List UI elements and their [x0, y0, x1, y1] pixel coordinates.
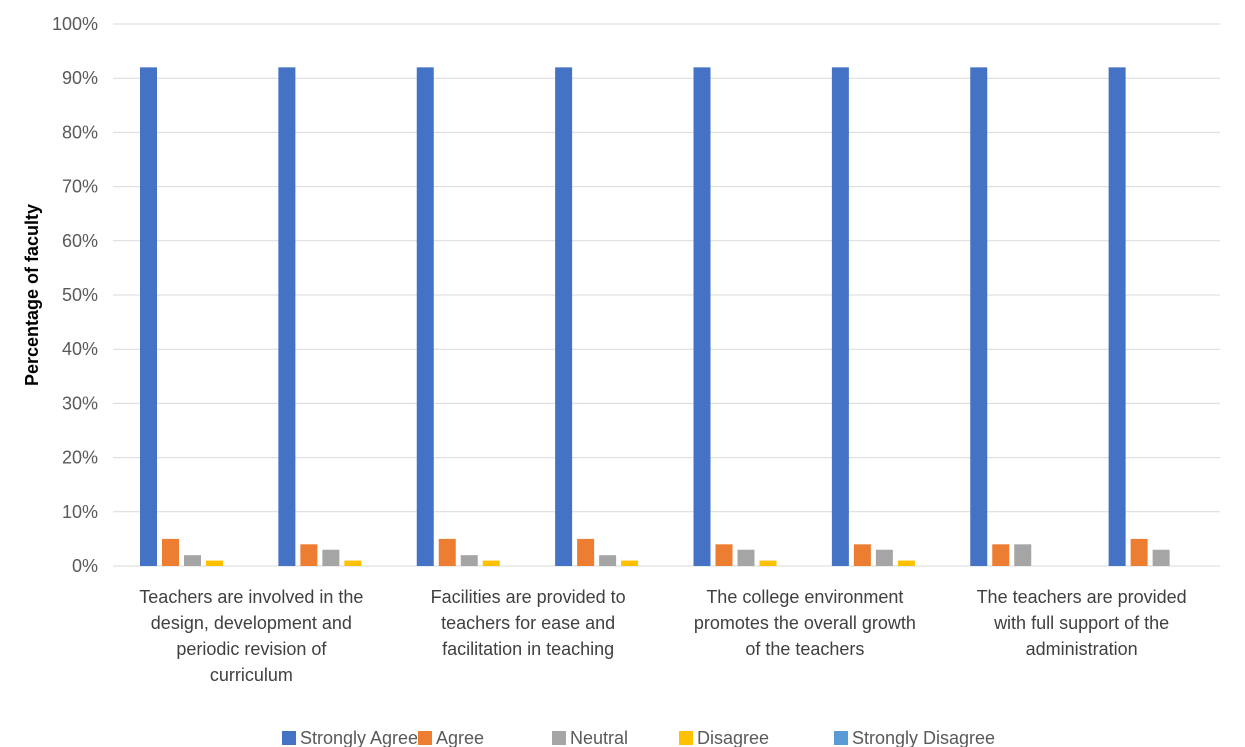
- bar-strongly-agree: [416, 67, 434, 567]
- category-label-line: facilitation in teaching: [442, 639, 614, 659]
- bar-strongly-agree: [693, 67, 711, 567]
- y-tick-label: 50%: [62, 285, 98, 305]
- bar-neutral: [875, 549, 893, 566]
- bar-strongly-agree: [278, 67, 296, 567]
- gridlines: [113, 23, 1220, 567]
- bar-agree: [992, 544, 1010, 566]
- category-label-line: of the teachers: [745, 639, 864, 659]
- y-tick-label: 60%: [62, 231, 98, 251]
- legend-label: Strongly Agree: [300, 728, 418, 747]
- bar-disagree: [206, 560, 223, 566]
- x-axis-category-labels: Teachers are involved in the design, deve…: [139, 587, 1186, 685]
- bar-agree: [853, 544, 871, 566]
- bar-disagree: [621, 560, 639, 566]
- legend-label: Agree: [436, 728, 484, 747]
- bar-strongly-agree: [970, 67, 988, 567]
- y-tick-label: 80%: [62, 122, 98, 142]
- category-label-line: The teachers are provided: [977, 587, 1187, 607]
- y-tick-label: 40%: [62, 339, 98, 359]
- legend-label: Disagree: [697, 728, 769, 747]
- legend-swatch: [552, 731, 566, 745]
- y-tick-label: 0%: [72, 556, 98, 576]
- legend-swatch: [418, 731, 432, 745]
- bar-neutral: [737, 549, 755, 566]
- bar-agree: [1130, 538, 1148, 566]
- legend-label: Neutral: [570, 728, 628, 747]
- bars: [140, 67, 1170, 567]
- bar-disagree: [344, 560, 362, 566]
- bar-strongly-agree: [555, 67, 573, 567]
- y-tick-label: 20%: [62, 448, 98, 468]
- category-label: Teachers are involved in the design, deve…: [139, 587, 363, 685]
- y-axis-title: Percentage of faculty: [22, 204, 42, 386]
- bar-agree: [162, 538, 179, 566]
- bar-neutral: [1152, 549, 1170, 566]
- legend-swatch: [834, 731, 848, 745]
- bar-neutral: [322, 549, 340, 566]
- y-tick-label: 30%: [62, 393, 98, 413]
- bar-disagree: [897, 560, 915, 566]
- legend-swatch: [282, 731, 296, 745]
- y-tick-label: 90%: [62, 68, 98, 88]
- bar-strongly-agree: [831, 67, 849, 567]
- legend-label: Strongly Disagree: [852, 728, 995, 747]
- bar-disagree: [482, 560, 500, 566]
- legend-swatch: [679, 731, 693, 745]
- category-label-line: curriculum: [210, 665, 293, 685]
- bar-agree: [438, 538, 456, 566]
- category-label-line: administration: [1026, 639, 1138, 659]
- bar-agree: [577, 538, 595, 566]
- y-tick-label: 100%: [52, 14, 98, 34]
- bar-neutral: [184, 555, 201, 566]
- bar-disagree: [759, 560, 777, 566]
- category-label-line: The college environment: [706, 587, 903, 607]
- category-label: Facilities are provided to teachers for e…: [431, 587, 626, 659]
- bar-neutral: [1014, 544, 1032, 566]
- legend: Strongly Agree Agree Neutral Disagree Strong…: [282, 728, 995, 747]
- category-label: The teachers are provided with full suppo…: [977, 587, 1187, 659]
- bar-agree: [715, 544, 733, 566]
- bar-strongly-agree: [1108, 67, 1126, 567]
- category-label-line: Facilities are provided to: [431, 587, 626, 607]
- bar-agree: [300, 544, 318, 566]
- category-label-line: with full support of the: [993, 613, 1169, 633]
- y-axis-ticks: 0% 10% 20% 30% 40% 50% 60% 70% 80% 90% 100%: [52, 14, 98, 576]
- category-label-line: periodic revision of: [176, 639, 327, 659]
- category-label-line: teachers for ease and: [441, 613, 615, 633]
- category-label-line: Teachers are involved in the: [139, 587, 363, 607]
- category-label-line: promotes the overall growth: [694, 613, 916, 633]
- y-tick-label: 10%: [62, 502, 98, 522]
- category-label: The college environment promotes the over…: [694, 587, 916, 659]
- y-tick-label: 70%: [62, 177, 98, 197]
- bar-neutral: [460, 555, 478, 566]
- bar-neutral: [599, 555, 617, 566]
- bar-strongly-agree: [140, 67, 157, 567]
- category-label-line: design, development and: [151, 613, 352, 633]
